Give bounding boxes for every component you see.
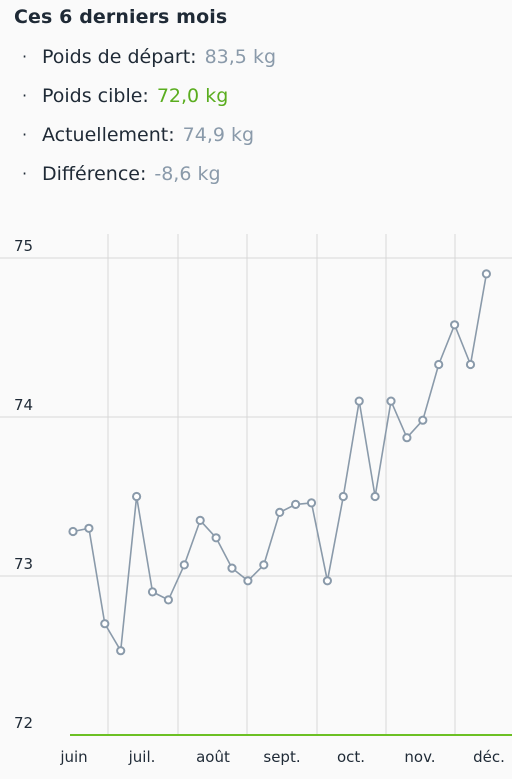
x-tick-label: juil. <box>128 748 156 766</box>
bullet-icon: · <box>22 47 28 66</box>
data-point <box>481 269 491 279</box>
stat-label: Actuellement: <box>42 124 175 146</box>
data-point <box>211 533 221 543</box>
data-point <box>147 587 158 597</box>
data-point <box>132 491 142 502</box>
stats-list: · Poids de départ: 83,5 kg · Poids cible… <box>22 44 276 200</box>
data-point <box>68 526 78 537</box>
stat-label: Poids cible: <box>42 85 149 107</box>
data-point <box>465 359 476 370</box>
data-point <box>275 507 285 518</box>
x-tick-label: oct. <box>337 748 365 766</box>
y-tick-label: 74 <box>14 396 33 414</box>
x-axis-tick-labels: juin juil. août sept. oct. nov. déc. <box>59 748 505 766</box>
stat-target-weight: · Poids cible: 72,0 kg <box>22 83 276 122</box>
y-tick-label: 72 <box>14 714 33 732</box>
data-point <box>354 396 364 406</box>
x-tick-label: nov. <box>404 748 435 766</box>
data-point <box>338 491 348 502</box>
data-point <box>291 499 301 509</box>
weight-series-line <box>72 273 488 652</box>
x-tick-label: août <box>196 748 230 766</box>
y-tick-label: 75 <box>14 237 33 255</box>
y-tick-label: 73 <box>14 555 33 573</box>
y-axis-tick-labels: 75 74 73 72 <box>14 237 33 732</box>
bullet-icon: · <box>22 125 28 144</box>
stat-start-weight: · Poids de départ: 83,5 kg <box>22 44 276 83</box>
stat-current-weight: · Actuellement: 74,9 kg <box>22 122 276 161</box>
stat-value: 83,5 kg <box>204 46 277 68</box>
data-point <box>195 515 205 526</box>
data-point <box>386 396 396 406</box>
data-point <box>418 415 428 425</box>
data-point <box>243 576 253 586</box>
x-tick-label: juin <box>59 748 87 766</box>
data-point <box>306 498 317 508</box>
page-title: Ces 6 derniers mois <box>14 6 228 28</box>
data-point <box>116 646 126 656</box>
bullet-icon: · <box>22 86 28 105</box>
data-point <box>227 563 237 573</box>
x-tick-label: déc. <box>473 748 505 766</box>
stat-value: 72,0 kg <box>156 85 229 107</box>
bullet-icon: · <box>22 164 28 183</box>
data-point <box>434 359 444 370</box>
data-point <box>163 595 173 605</box>
data-point <box>322 576 332 586</box>
data-point <box>370 491 380 502</box>
stat-value: 74,9 kg <box>182 124 255 146</box>
data-point <box>179 560 189 570</box>
stat-label: Différence: <box>42 163 147 185</box>
data-point <box>259 560 269 570</box>
data-point <box>402 433 412 443</box>
vertical-grid <box>107 234 456 736</box>
horizontal-grid <box>0 257 512 577</box>
data-point <box>100 619 110 629</box>
stat-value: -8,6 kg <box>154 163 221 185</box>
x-tick-label: sept. <box>263 748 300 766</box>
data-point <box>450 320 460 330</box>
stat-label: Poids de départ: <box>42 46 197 68</box>
data-point <box>84 523 94 533</box>
stat-difference: · Différence: -8,6 kg <box>22 161 276 200</box>
weight-series <box>68 269 491 656</box>
